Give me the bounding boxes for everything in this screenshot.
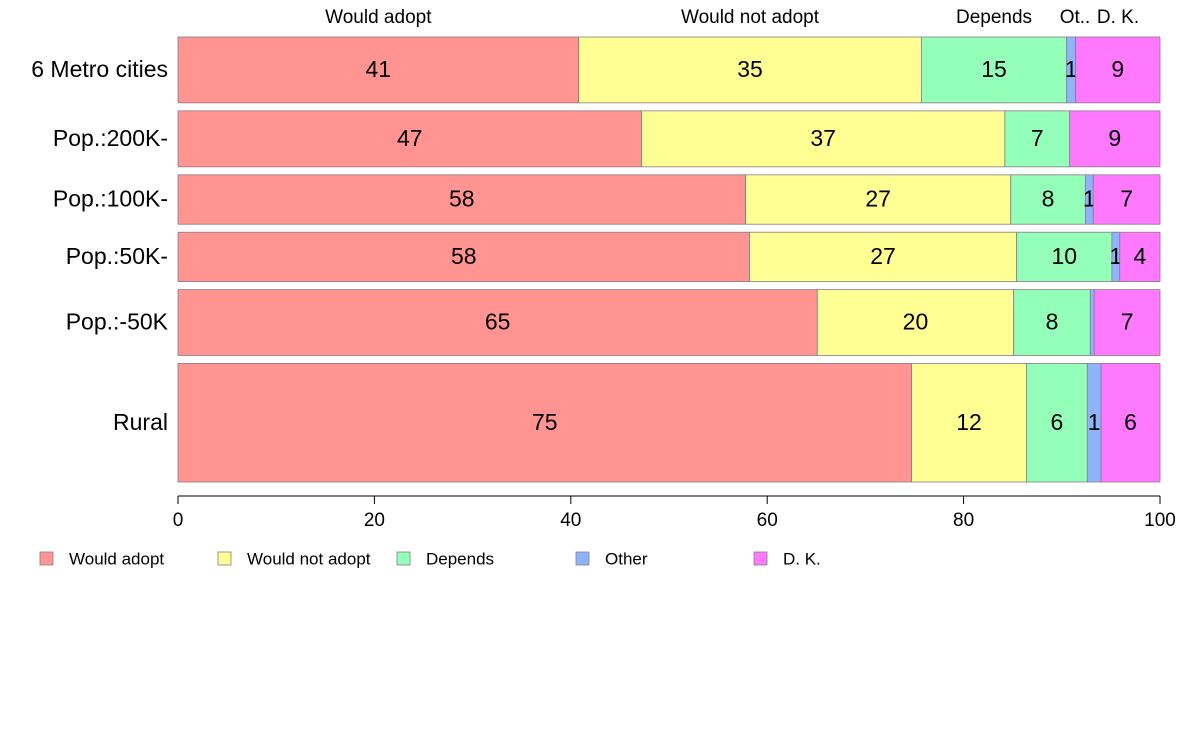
bar-segment [1119, 231, 1161, 283]
x-tick-label: 80 [953, 510, 974, 531]
bar-segment [177, 110, 642, 168]
series-top-label: Ot.. [1060, 7, 1091, 28]
data-label: 10 [1051, 243, 1077, 269]
x-tick-label: 100 [1144, 510, 1176, 531]
bar-segment [177, 174, 746, 225]
x-tick-label: 40 [560, 510, 581, 531]
data-label: 6 [1050, 409, 1063, 435]
data-label: 12 [956, 409, 982, 435]
legend-label: Would not adopt [247, 549, 371, 568]
data-label: 8 [1046, 309, 1059, 335]
data-label: 9 [1108, 125, 1121, 151]
data-label: 27 [865, 186, 891, 212]
data-label: 1 [1109, 243, 1122, 269]
data-label: 20 [903, 309, 929, 335]
bar-segment [1092, 174, 1161, 225]
bar-segment [1026, 363, 1088, 483]
bar-segment [1100, 363, 1161, 483]
bar-segment [920, 36, 1068, 104]
bar-segment [1013, 289, 1091, 356]
data-label: 41 [366, 56, 392, 82]
bar-segment [1075, 36, 1161, 104]
data-label: 27 [870, 243, 896, 269]
data-label: 65 [485, 309, 511, 335]
category-label: Pop.:200K- [53, 125, 168, 151]
data-label: 75 [532, 409, 558, 435]
bar-segment [911, 363, 1027, 483]
bar-segment [641, 110, 1006, 168]
legend-swatch [396, 551, 411, 566]
series-top-label: D. K. [1097, 7, 1139, 28]
category-label: Pop.:50K- [66, 243, 168, 269]
series-top-label: Would not adopt [681, 7, 820, 28]
legend-label: Other [605, 549, 648, 568]
legend-swatch [575, 551, 590, 566]
category-label: Pop.:100K- [53, 186, 168, 212]
category-label: Pop.:-50K [66, 309, 169, 335]
bar-segment [1010, 174, 1086, 225]
data-label: 6 [1124, 409, 1137, 435]
x-tick-label: 20 [364, 510, 385, 531]
data-label: 35 [737, 56, 763, 82]
bar-segment [177, 231, 750, 283]
bar-segment [177, 363, 912, 483]
bar-segment [177, 36, 580, 104]
data-label: 58 [451, 243, 477, 269]
data-label: 15 [981, 56, 1007, 82]
bar-segment [578, 36, 922, 104]
data-label: 8 [1042, 186, 1055, 212]
data-label: 9 [1111, 56, 1124, 82]
data-label: 1 [1088, 409, 1101, 435]
x-tick-label: 60 [757, 510, 778, 531]
bar-segment [1069, 110, 1161, 168]
category-label: 6 Metro cities [31, 56, 168, 82]
data-label: 7 [1120, 186, 1133, 212]
data-label: 7 [1031, 125, 1044, 151]
x-tick-label: 0 [173, 510, 184, 531]
bar-segment [177, 289, 818, 356]
bar-segment [1004, 110, 1071, 168]
legend-swatch [217, 551, 232, 566]
data-label: 58 [449, 186, 475, 212]
data-label: 1 [1065, 56, 1078, 82]
data-label: 47 [397, 125, 423, 151]
bar-segment [745, 174, 1012, 225]
legend-label: Would adopt [69, 549, 164, 568]
legend-swatch [39, 551, 54, 566]
legend-label: Depends [426, 549, 494, 568]
bar-segment [1093, 289, 1161, 356]
data-label: 37 [810, 125, 836, 151]
bar-segment [816, 289, 1015, 356]
legend-label: D. K. [783, 549, 821, 568]
bar-segment [749, 231, 1018, 283]
data-label: 4 [1133, 243, 1146, 269]
bar-segment [1089, 289, 1095, 356]
data-label: 7 [1121, 309, 1134, 335]
data-label: 1 [1083, 186, 1096, 212]
legend-swatch [753, 551, 768, 566]
series-top-label: Depends [956, 7, 1032, 28]
category-label: Rural [113, 409, 168, 435]
bar-segment [1016, 231, 1113, 283]
series-top-label: Would adopt [325, 7, 432, 28]
